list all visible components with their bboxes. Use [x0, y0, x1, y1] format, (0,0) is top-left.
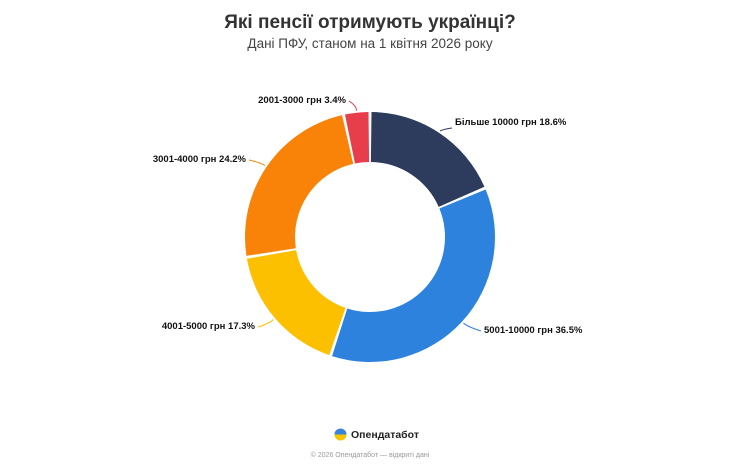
donut-slice[interactable]	[332, 189, 496, 363]
brand-name: Опендатабот	[351, 428, 419, 441]
slice-label: Більше 10000 грн 18.6%	[455, 117, 567, 128]
footer-copyright: © 2026 Опендатабот — відкриті дані	[310, 452, 430, 459]
donut-slice[interactable]	[246, 250, 346, 356]
donut-slice[interactable]	[344, 112, 370, 164]
slice-label: 4001-5000 грн 17.3%	[162, 321, 256, 332]
slice-label: 2001-3000 грн 3.4%	[258, 95, 346, 106]
label-leader-lines	[248, 100, 482, 332]
leader-line	[439, 127, 453, 132]
brand-logo[interactable]: Опендатабот	[334, 428, 419, 441]
slice-labels: Більше 10000 грн 18.6% 5001-10000 грн 36.…	[153, 95, 583, 336]
chart-title: Які пенсії отримують українці?	[224, 12, 516, 33]
chart-subtitle: Дані ПФУ, станом на 1 квітня 2026 року	[247, 36, 493, 51]
slice-label: 3001-4000 грн 24.2%	[153, 154, 247, 165]
donut-slice[interactable]	[370, 112, 485, 207]
donut-slice[interactable]	[245, 115, 354, 256]
leader-line	[348, 100, 357, 111]
slice-label: 5001-10000 грн 36.5%	[484, 325, 583, 336]
ukraine-flag-circle-icon	[334, 428, 347, 441]
leader-line	[248, 159, 266, 167]
donut-slices	[245, 112, 496, 363]
leader-line	[463, 322, 482, 332]
leader-line	[257, 319, 274, 328]
